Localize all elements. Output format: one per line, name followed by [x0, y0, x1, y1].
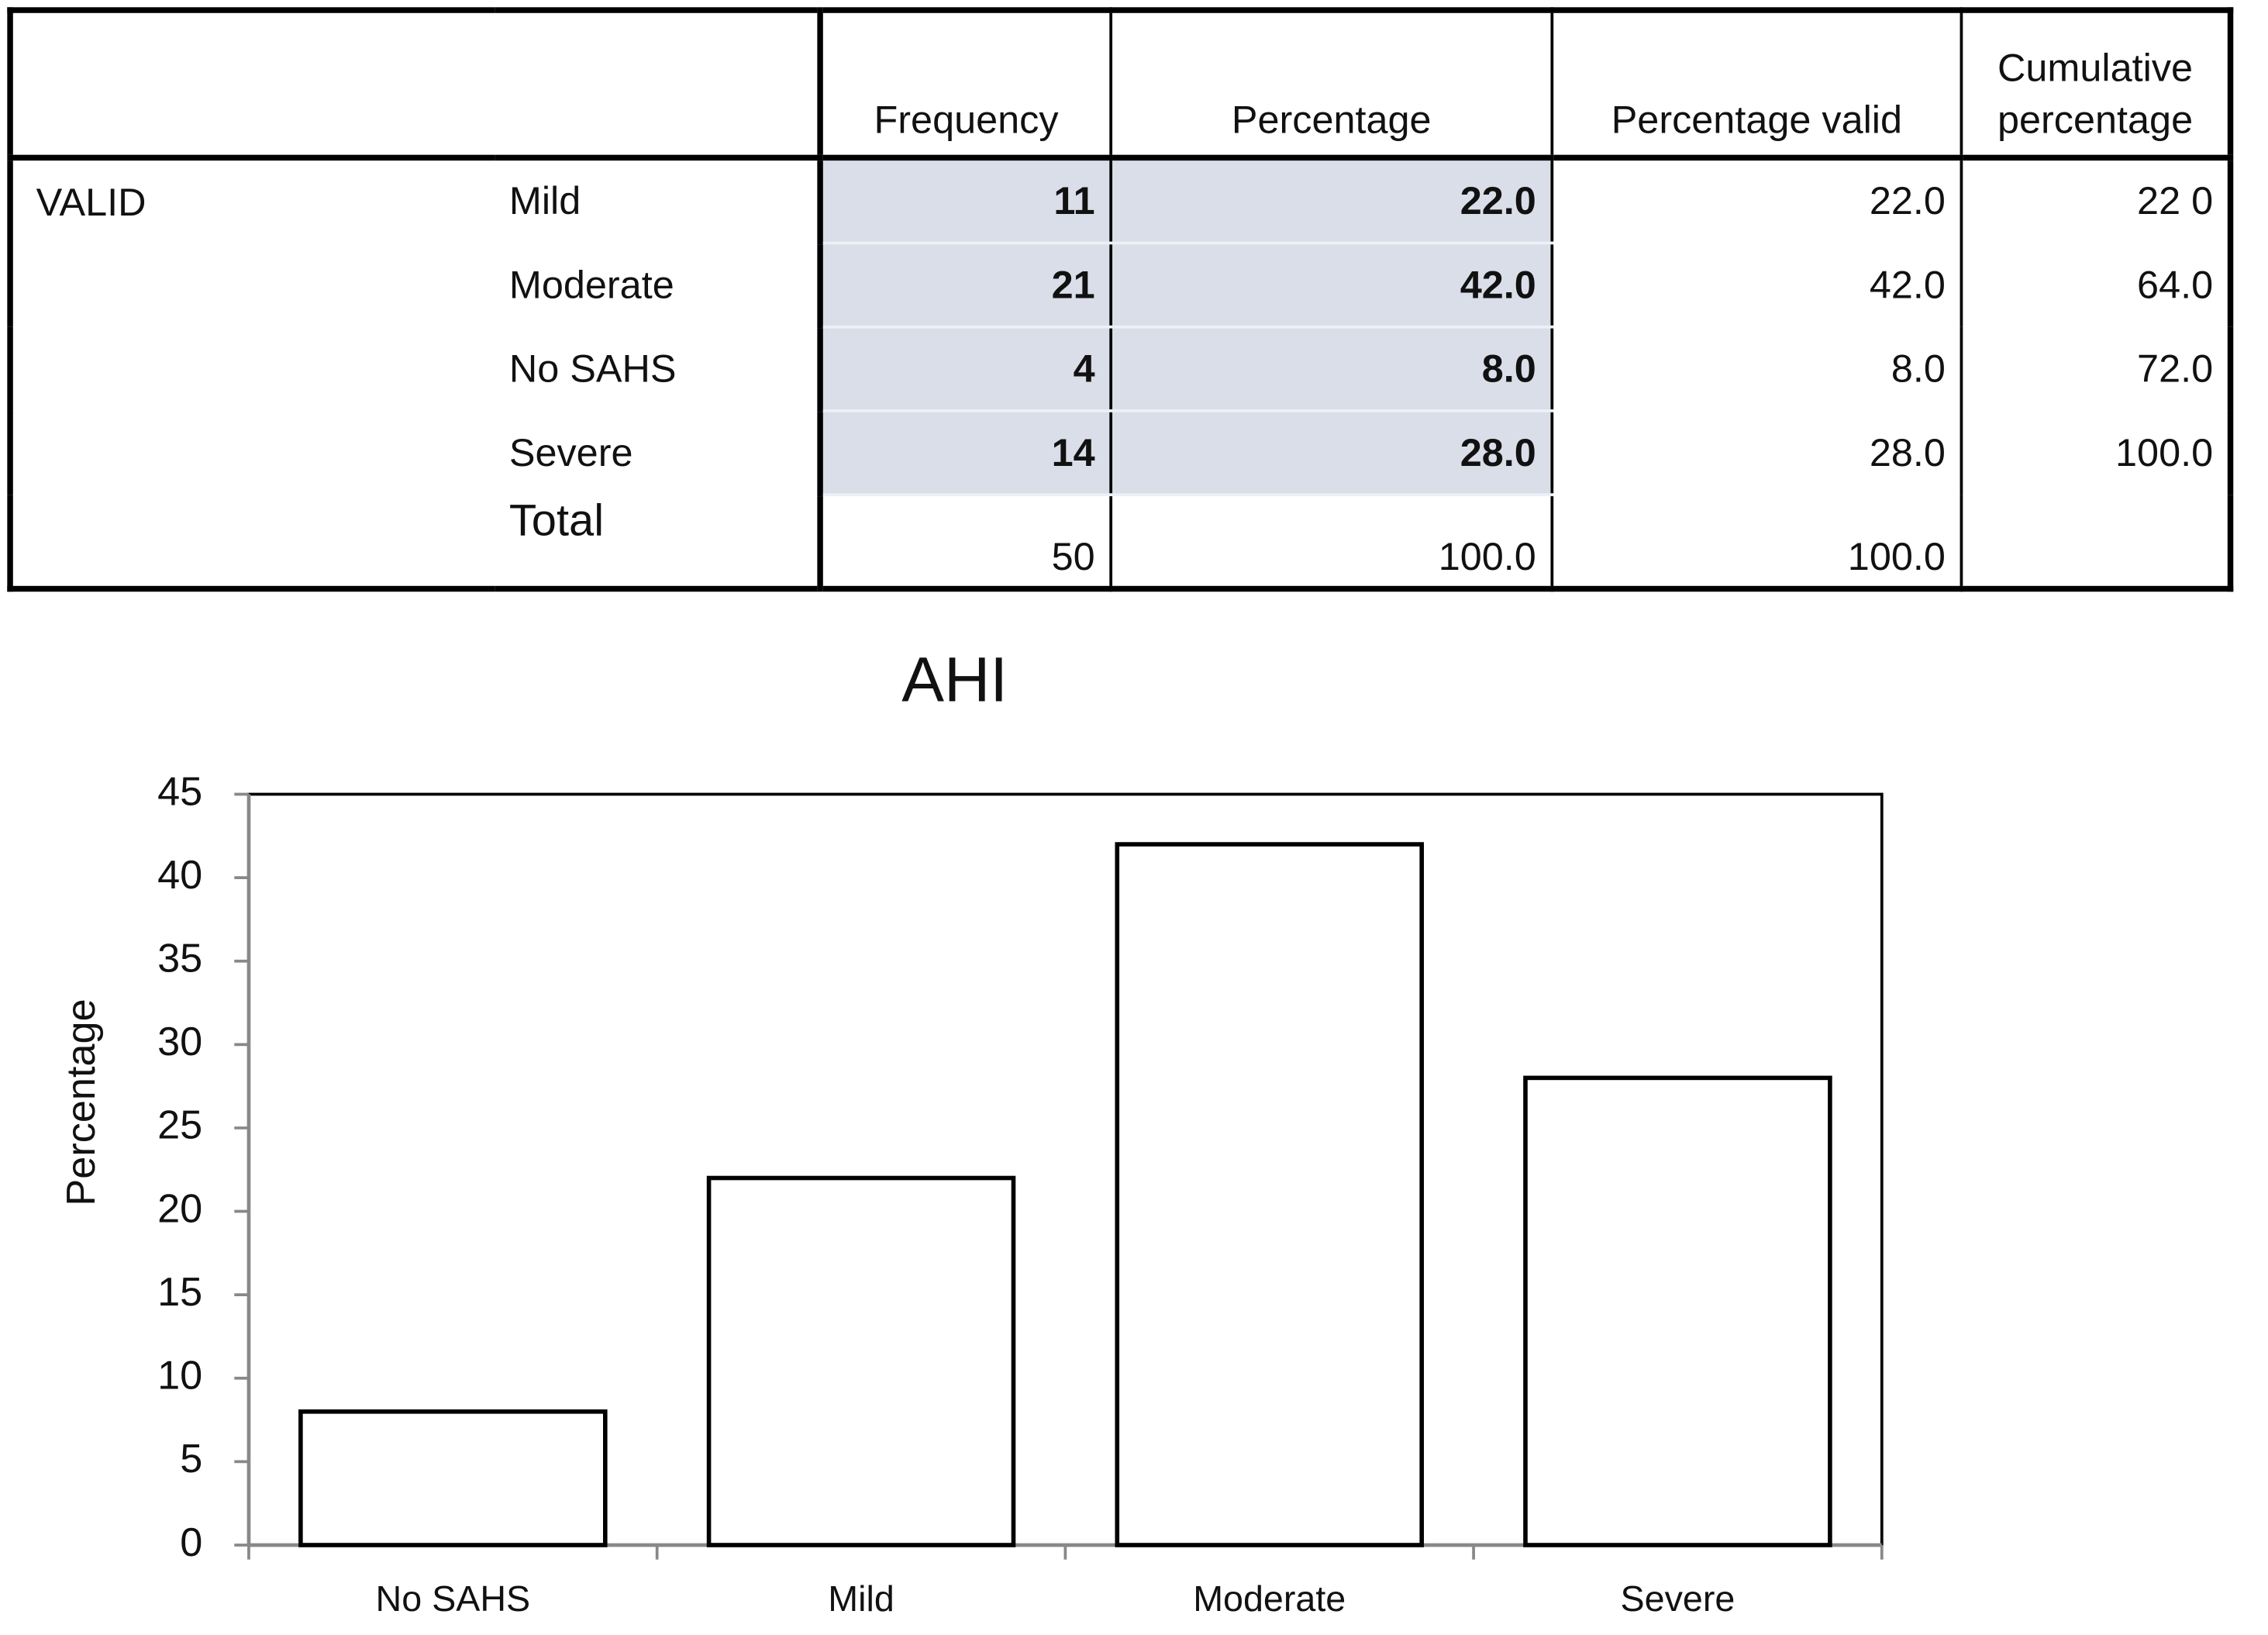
table-cell: 100.0: [1109, 495, 1553, 589]
chart-title: AHI: [901, 644, 1008, 715]
frequency-table: Frequency Percentage Percentage valid Cumul…: [7, 7, 2234, 592]
column-header: Frequency: [817, 10, 1112, 161]
x-tick-label: No SAHS: [376, 1578, 531, 1619]
y-tick-label: 0: [180, 1520, 202, 1565]
table-cell: 8.0: [1550, 326, 1962, 411]
table-cell: 22 0: [1960, 157, 2231, 243]
y-tick-label: 25: [157, 1103, 202, 1148]
empty-cell: [1960, 495, 2231, 589]
table-cell: 22.0: [1550, 157, 1962, 243]
table-row: Total 50 100.0 100.0: [10, 495, 2231, 589]
table-cell: 100.0: [1550, 495, 1962, 589]
y-tick-label: 35: [157, 937, 202, 981]
table-row: VALID Mild 11 22.0 22.0 22 0: [10, 157, 2231, 245]
x-tick-label: Mild: [828, 1578, 894, 1619]
x-tick-label: Severe: [1621, 1578, 1735, 1619]
table-row: Severe 14 28.0 28.0 100.0: [10, 410, 2231, 497]
header-blank: [10, 10, 821, 161]
row-label: Total: [508, 495, 605, 546]
table-cell: 42.0: [1109, 243, 1553, 329]
row-label: Moderate: [508, 262, 674, 306]
y-tick-label: 15: [157, 1270, 202, 1315]
table-cell: 21: [817, 243, 1112, 329]
row-label: Mild: [508, 179, 581, 223]
y-tick-label: 45: [157, 769, 202, 814]
y-tick-label: 5: [180, 1437, 202, 1482]
row-label: No SAHS: [508, 346, 677, 390]
table-cell: 28.0: [1550, 410, 1962, 495]
table-row: No SAHS 4 8.0 8.0 72.0: [10, 326, 2231, 412]
row-label: Severe: [508, 430, 633, 474]
bar: [298, 1409, 608, 1547]
y-tick-label: 30: [157, 1019, 202, 1064]
table-cell: 22.0: [1109, 157, 1553, 245]
table-cell: 8.0: [1109, 326, 1553, 412]
y-tick-label: 20: [157, 1186, 202, 1231]
table-cell: 64.0: [1960, 243, 2231, 327]
y-tick-label: 10: [157, 1354, 202, 1399]
table-cell: 28.0: [1109, 410, 1553, 497]
column-header: Percentage valid: [1550, 10, 1962, 161]
bar: [1115, 842, 1424, 1547]
column-header: Percentage: [1109, 10, 1553, 161]
table-cell: 42.0: [1550, 243, 1962, 327]
bar: [1523, 1075, 1832, 1547]
group-label: VALID: [36, 181, 146, 225]
table-cell: 14: [817, 410, 1112, 497]
x-tick-label: Moderate: [1193, 1578, 1346, 1619]
table-cell: 11: [817, 157, 1112, 245]
y-axis-label: Percentage: [59, 999, 104, 1206]
table-cell: 50: [817, 495, 1112, 589]
bar: [706, 1175, 1016, 1547]
header-row: Frequency Percentage Percentage valid Cumul…: [10, 10, 2231, 161]
column-header: Cumulative percentage: [1960, 10, 2231, 161]
table-cell: 72.0: [1960, 326, 2231, 411]
table-cell: 4: [817, 326, 1112, 412]
table-row: Moderate 21 42.0 42.0 64.0: [10, 243, 2231, 329]
y-tick-label: 40: [157, 853, 202, 898]
table-cell: 100.0: [1960, 410, 2231, 495]
